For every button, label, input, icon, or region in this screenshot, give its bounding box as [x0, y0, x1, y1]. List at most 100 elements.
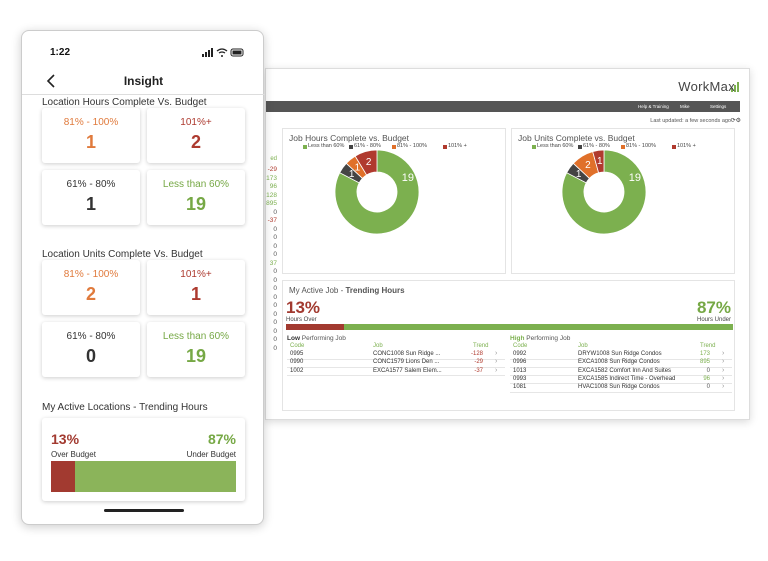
row-chevron[interactable]: ›	[722, 366, 725, 374]
nav-item[interactable]: Help & Training	[638, 104, 669, 109]
summary-tile[interactable]: Less than 60% 19	[147, 170, 245, 225]
cell-code: 1013	[513, 367, 527, 374]
chart-panel: Job Units Complete vs. Budget Less than 6…	[511, 128, 735, 274]
column-value: 0	[273, 344, 277, 352]
cell-job[interactable]: CONC1579 Lions Den ...	[373, 359, 440, 366]
segment-label: 1	[576, 169, 582, 180]
donut-segment	[592, 149, 605, 174]
segment-label: 2	[366, 157, 372, 168]
segment-label: 2	[585, 160, 591, 171]
under-label: Under Budget	[186, 450, 236, 459]
tile-value: 1	[190, 284, 201, 304]
donut-segment	[354, 149, 378, 176]
summary-tile[interactable]: Less than 60% 19	[147, 322, 245, 377]
refresh-icons: ⟳⚙	[730, 118, 741, 124]
cell-job[interactable]: CONC1008 Sun Ridge ...	[373, 351, 441, 357]
row-line	[510, 358, 732, 360]
section-title: Location Hours Complete Vs. Budget	[42, 97, 207, 108]
under-percent: 87%	[696, 298, 731, 317]
tile-label: 61% - 80%	[66, 331, 116, 342]
summary-tile[interactable]: 81% - 100% 2	[42, 260, 140, 315]
chart-title: Job Hours Complete vs. Budget	[289, 133, 410, 143]
table-title: Low Performing Job	[287, 335, 346, 342]
cell-trend: -29	[474, 359, 483, 366]
row-chevron[interactable]: ›	[722, 358, 725, 366]
row-chevron[interactable]: ›	[495, 358, 498, 366]
tile-value: 19	[185, 346, 207, 366]
cell-job[interactable]: HVAC1008 Sun Ridge Condos	[578, 384, 660, 391]
back-button[interactable]	[46, 74, 58, 88]
over-label: Over Budget	[51, 450, 96, 459]
segment-label: 1	[355, 163, 361, 174]
column-value: 128	[266, 191, 277, 199]
summary-tile[interactable]: 101%+ 1	[147, 260, 245, 315]
cell-job[interactable]: EXCA1577 Salem Elem...	[373, 367, 442, 374]
chart-panel: Job Hours Complete vs. Budget Less than 6…	[282, 128, 506, 274]
legend-swatch	[672, 145, 676, 149]
column-value: 0	[273, 268, 277, 275]
title-bold: High	[510, 335, 525, 342]
cell-job[interactable]: EXCA1585 Indirect Time - Overhead	[578, 375, 676, 382]
cell-code: 1002	[290, 367, 304, 374]
legend-swatch	[578, 145, 582, 149]
section-title: My Active Locations - Trending Hours	[42, 402, 208, 413]
cell-code: 0992	[513, 351, 527, 357]
cell-job[interactable]: DRYW1008 Sun Ridge Condos	[578, 351, 662, 357]
tile-label: 61% - 80%	[66, 179, 116, 190]
tile-value: 19	[185, 194, 207, 214]
column-header: Job	[578, 343, 588, 349]
column-header: Trend	[700, 343, 716, 349]
under-percent: 87%	[207, 431, 236, 447]
tile-label: 101%+	[180, 117, 212, 128]
column-value: 173	[266, 174, 277, 182]
section-title: Location Units Complete Vs. Budget	[42, 249, 203, 260]
nav-item[interactable]: Mike	[680, 104, 690, 109]
panel-title: My Active Job - Trending Hours	[289, 286, 405, 295]
table-title: High Performing Job	[510, 335, 570, 342]
column-value: 0	[273, 285, 277, 292]
row-chevron[interactable]: ›	[722, 350, 725, 357]
summary-tile[interactable]: 61% - 80% 0	[42, 322, 140, 377]
cell-code: 0990	[290, 359, 304, 366]
row-chevron[interactable]: ›	[495, 350, 498, 357]
column-value: 0	[273, 336, 277, 343]
tile-value: 2	[190, 132, 201, 152]
row-line	[510, 366, 732, 368]
segment-label: 1	[597, 156, 603, 167]
summary-tile[interactable]: 101%+ 2	[147, 108, 245, 163]
tile-value: 2	[85, 284, 96, 304]
legend-label: 81% - 100%	[626, 143, 656, 149]
home-indicator	[104, 509, 184, 512]
row-chevron[interactable]: ›	[722, 374, 725, 382]
cell-code: 0993	[513, 375, 527, 382]
column-value: 0	[273, 319, 277, 326]
row-chevron[interactable]: ›	[495, 366, 498, 374]
legend-swatch	[443, 145, 447, 149]
logo-icon	[731, 82, 739, 92]
donut-segment	[334, 149, 420, 235]
column-value: 0	[273, 302, 277, 309]
tile-value: 0	[85, 346, 96, 366]
trend-card: 13% 87% Over Budget Under Budget	[42, 418, 245, 501]
status-time: 1:22	[50, 47, 71, 58]
row-line	[510, 391, 732, 393]
chart-title: Job Units Complete vs. Budget	[518, 133, 635, 143]
column-value: -37	[267, 217, 277, 224]
column-value: 0	[273, 208, 277, 216]
legend-swatch	[303, 145, 307, 149]
summary-tile[interactable]: 61% - 80% 1	[42, 170, 140, 225]
nav-item[interactable]: Settings	[710, 104, 727, 109]
column-value: 0	[273, 251, 277, 258]
over-percent: 13%	[51, 431, 80, 447]
legend-label: 81% - 100%	[397, 143, 427, 149]
column-value: 0	[273, 225, 277, 233]
cell-code: 1081	[513, 384, 527, 391]
over-bar	[51, 461, 76, 492]
trending-panel: My Active Job - Trending Hours 13% 87% Hour…	[282, 280, 735, 411]
summary-tile[interactable]: 81% - 100% 1	[42, 108, 140, 163]
row-chevron[interactable]: ›	[722, 383, 725, 391]
cell-job[interactable]: EXCA1582 Comfort Inn And Suites	[578, 367, 672, 374]
row-line	[510, 375, 732, 377]
cell-job[interactable]: EXCA1008 Sun Ridge Condos	[578, 359, 660, 366]
cell-code: 0995	[290, 351, 304, 357]
